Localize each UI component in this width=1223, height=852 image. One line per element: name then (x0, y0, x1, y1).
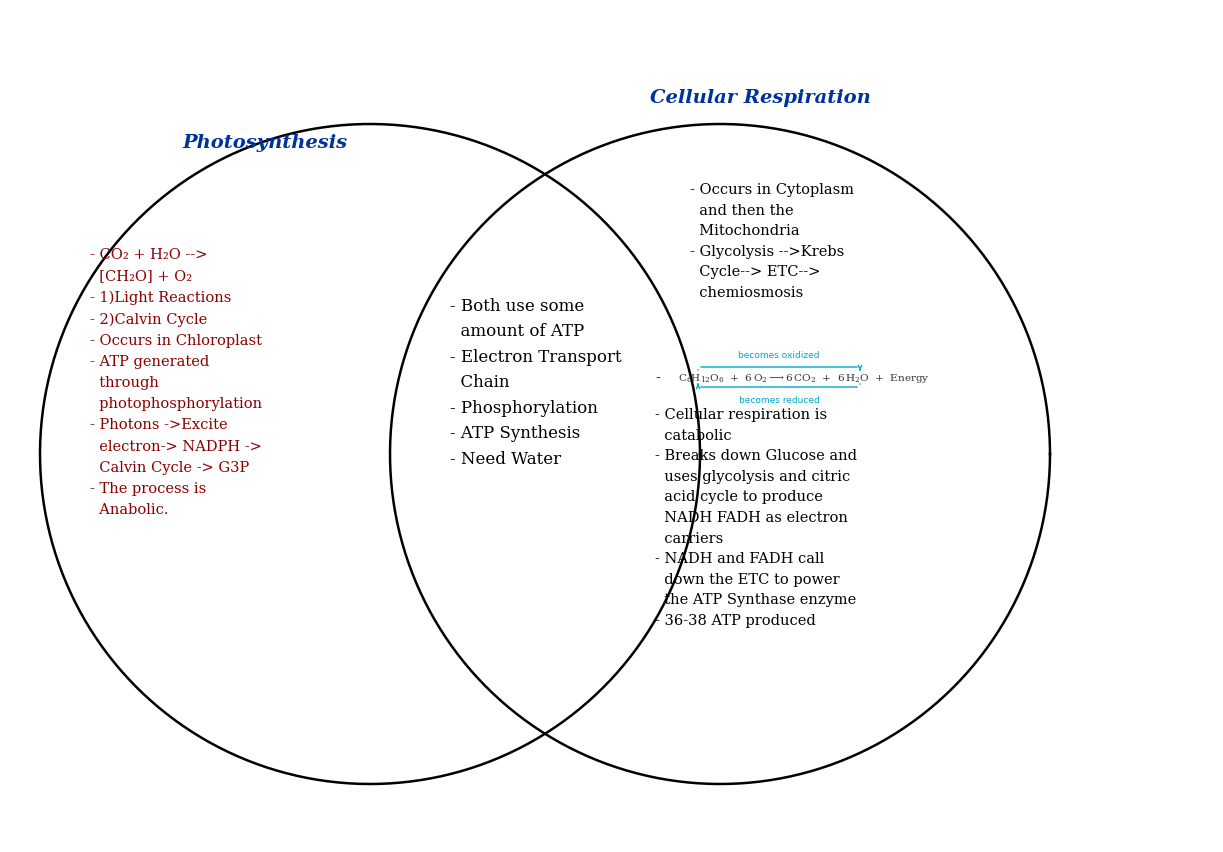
Circle shape (40, 125, 700, 784)
Text: Cellular Respiration: Cellular Respiration (649, 89, 871, 106)
Text: -: - (656, 371, 660, 384)
Text: - Both use some
  amount of ATP
- Electron Transport
  Chain
- Phosphorylation
-: - Both use some amount of ATP - Electron… (450, 297, 621, 467)
Text: Photosynthesis: Photosynthesis (182, 134, 347, 152)
Text: - Occurs in Cytoplasm
  and then the
  Mitochondria
- Glycolysis -->Krebs
  Cycl: - Occurs in Cytoplasm and then the Mitoc… (690, 183, 854, 300)
Text: - Cellular respiration is
  catabolic
- Breaks down Glucose and
  uses glycolysi: - Cellular respiration is catabolic - Br… (656, 407, 857, 627)
Text: becomes reduced: becomes reduced (739, 395, 819, 405)
Text: $\mathregular{C_6H_{12}O_6}$  +  $\mathregular{6\,O_2}$$\mathregular{\longrighta: $\mathregular{C_6H_{12}O_6}$ + $\mathreg… (678, 371, 929, 384)
Text: - CO₂ + H₂O -->
  [CH₂O] + O₂
- 1)Light Reactions
- 2)Calvin Cycle
- Occurs in C: - CO₂ + H₂O --> [CH₂O] + O₂ - 1)Light Re… (91, 248, 262, 516)
Text: becomes oxidized: becomes oxidized (739, 350, 819, 360)
Circle shape (390, 125, 1051, 784)
